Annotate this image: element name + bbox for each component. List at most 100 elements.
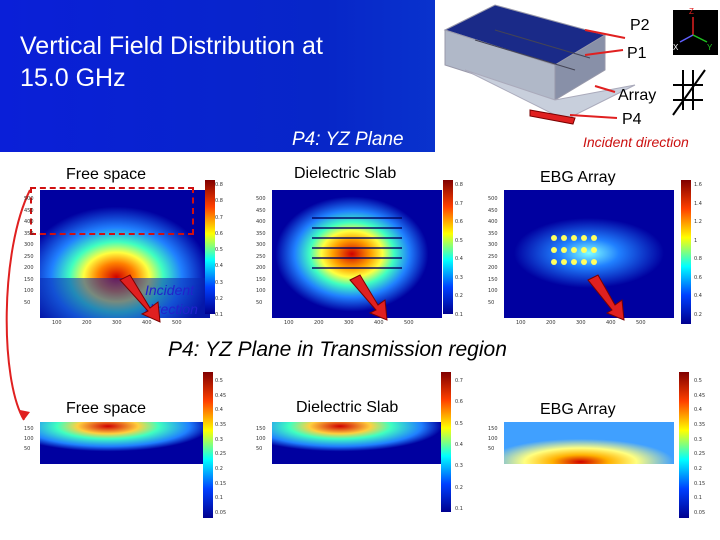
row2-colorbar-1-tick: 0.45 — [215, 392, 227, 399]
row1-ytick: 500 — [256, 196, 266, 202]
row1-ytick: 250 — [24, 253, 34, 260]
row1-colorbar-1 — [205, 180, 215, 314]
row2-ytick: 50 — [256, 446, 263, 452]
row1-label-dielectric: Dielectric Slab — [294, 165, 397, 182]
row2-ytick: 150 — [256, 426, 266, 432]
row2-plot-free-space — [40, 422, 210, 464]
row1-xtick: 100 — [284, 320, 294, 326]
row2-colorbar-2 — [441, 372, 451, 512]
row1-colorbar-3-tick: 0.4 — [694, 293, 702, 300]
connector-curve — [5, 189, 31, 421]
arrow-row1-3 — [587, 274, 625, 321]
leader-p1 — [584, 49, 624, 56]
row1-colorbar-2-tick: 0.7 — [455, 200, 463, 207]
row2-colorbar-3-tick: 0.2 — [694, 466, 702, 472]
row1-ytick: 350 — [256, 230, 266, 237]
row1-colorbar-3-tick: 0.2 — [694, 312, 702, 318]
row1-xtick: 200 — [82, 320, 92, 326]
row1-ytick: 100 — [24, 288, 34, 294]
row1-ytick: 300 — [24, 242, 34, 248]
row1-ytick: 50 — [488, 299, 495, 306]
row1-ytick: 500 — [24, 196, 34, 202]
row2-ytick: 100 — [24, 436, 34, 442]
row1-colorbar-1-tick: 0.4 — [215, 263, 223, 270]
row1-ytick: 200 — [24, 265, 34, 271]
polarization-icon — [672, 69, 706, 116]
row2-colorbar-3-tick: 0.4 — [694, 407, 702, 414]
row2-ytick: 50 — [488, 446, 495, 452]
row1-ytick: 150 — [488, 276, 498, 283]
row1-ytick: 400 — [488, 219, 498, 225]
row2-colorbar-2-tick: 0.6 — [455, 399, 463, 406]
row2-colorbar-2-tick: 0.3 — [455, 463, 463, 470]
device-illustration: P2 P1 Array P4 Z X Y — [435, 0, 720, 152]
row1-xtick: 200 — [314, 320, 324, 326]
row1-xtick: 400 — [142, 320, 152, 326]
row1-colorbar-2-tick: 0.3 — [455, 274, 463, 281]
row1-xtick: 100 — [516, 320, 526, 326]
row1-ytick: 450 — [488, 207, 498, 214]
row1-colorbar-1-tick: 0.3 — [215, 279, 223, 286]
row1-ytick: 450 — [24, 207, 34, 214]
label-p2: P2 — [630, 17, 650, 34]
row1-xtick: 300 — [112, 320, 122, 326]
label-p1: P1 — [627, 45, 647, 62]
row2-ytick: 50 — [24, 446, 31, 452]
row2-colorbar-1-tick: 0.4 — [215, 407, 223, 414]
row2-colorbar-2-tick: 0.2 — [455, 484, 463, 491]
row2-label-free-space: Free space — [66, 400, 147, 417]
axis-gizmo-bg — [673, 10, 718, 55]
row2-colorbar-1-tick: 0.1 — [215, 495, 223, 502]
row2-colorbar-1 — [203, 372, 213, 518]
leader-p4 — [569, 114, 618, 119]
row1-ytick: 500 — [488, 196, 498, 202]
title-line-2: 15.0 GHz — [20, 64, 126, 92]
row1-ytick: 50 — [256, 299, 263, 306]
row2-colorbar-3-tick: 0.5 — [694, 378, 702, 384]
row1-colorbar-3 — [681, 180, 691, 324]
row1-colorbar-2-tick: 0.6 — [455, 219, 463, 226]
row1-colorbar-3-tick: 1 — [694, 237, 698, 244]
row1-xtick: 300 — [344, 320, 354, 326]
row1-ytick: 300 — [488, 242, 498, 248]
row1-colorbar-3-tick: 1.6 — [694, 182, 702, 188]
row1-xtick: 500 — [404, 320, 414, 326]
row2-colorbar-3-tick: 0.05 — [694, 510, 706, 516]
label-array: Array — [618, 87, 656, 104]
row1-colorbar-1-tick: 0.7 — [215, 214, 223, 221]
row2-label-dielectric: Dielectric Slab — [296, 399, 399, 416]
device-lower-slab — [464, 69, 636, 121]
row2-plot-ebg — [504, 422, 674, 464]
row2-label-ebg: EBG Array — [540, 401, 616, 418]
slide-title: Vertical Field Distribution at 15.0 GHz — [20, 30, 400, 94]
row1-colorbar-3-tick: 1.2 — [694, 219, 702, 226]
row2-colorbar-3-tick: 0.35 — [694, 422, 706, 428]
row1-label-free-space: Free space — [66, 166, 147, 183]
row1-ytick: 300 — [256, 242, 266, 248]
row1-ytick: 100 — [256, 288, 266, 294]
row1-ytick: 400 — [24, 219, 34, 225]
row2-ytick: 100 — [488, 436, 498, 442]
arrow-row1-1 — [119, 274, 161, 323]
row1-xtick: 500 — [172, 320, 182, 326]
row1-ytick: 450 — [256, 207, 266, 214]
row2-colorbar-3-tick: 0.45 — [694, 392, 706, 399]
row1-ytick: 350 — [24, 230, 34, 237]
row2-colorbar-1-tick: 0.15 — [215, 480, 227, 487]
arrow-row1-2 — [349, 274, 388, 321]
row1-ytick: 150 — [24, 276, 34, 283]
axis-z-label: Z — [689, 7, 694, 16]
axis-x-label: X — [673, 43, 679, 52]
row1-ytick: 50 — [24, 299, 31, 306]
row2-colorbar-1-tick: 0.5 — [215, 378, 223, 384]
row1-colorbar-1-tick: 0.5 — [215, 247, 223, 253]
row2-colorbar-3 — [679, 372, 689, 518]
row2-colorbar-2-tick: 0.7 — [455, 378, 463, 384]
row1-ytick: 350 — [488, 230, 498, 237]
row2-colorbar-1-tick: 0.05 — [215, 510, 227, 516]
row2-colorbar-3-tick: 0.1 — [694, 495, 702, 502]
row1-colorbar-2-tick: 0.2 — [455, 293, 463, 300]
row1-colorbar-2-tick: 0.1 — [455, 312, 463, 318]
row1-plot-dielectric — [272, 190, 442, 318]
